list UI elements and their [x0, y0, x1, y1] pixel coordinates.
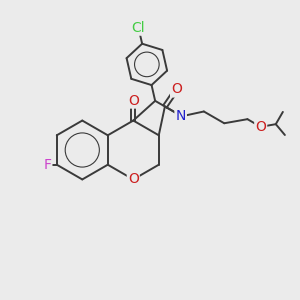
Text: O: O [128, 172, 139, 186]
Text: Cl: Cl [132, 21, 145, 34]
Text: O: O [255, 120, 266, 134]
Text: F: F [44, 158, 51, 172]
Text: O: O [128, 94, 139, 107]
Text: O: O [171, 82, 182, 97]
Text: N: N [176, 109, 186, 123]
